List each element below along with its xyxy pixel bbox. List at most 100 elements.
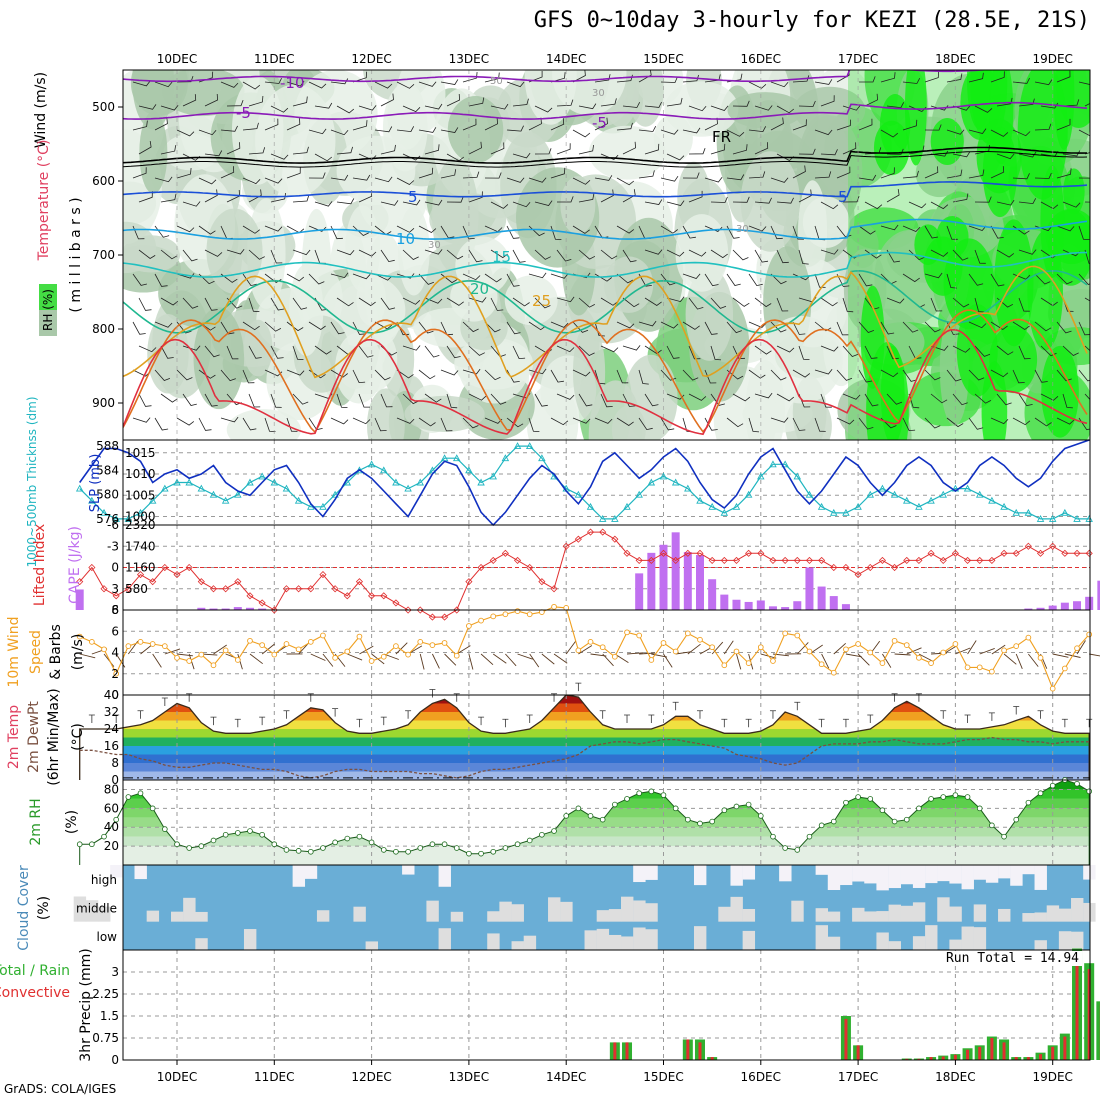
cape-bar (829, 596, 838, 610)
pressure-tick-label: 900 (92, 396, 115, 410)
wind-barb (308, 128, 327, 135)
wind-barb (732, 144, 748, 155)
wind-barb (902, 273, 920, 283)
wind-barb (946, 273, 957, 289)
wind-barb (726, 369, 744, 380)
rh-band (123, 780, 1090, 790)
wind-barb (506, 81, 525, 88)
rh-shading (366, 388, 405, 440)
day-label-bottom: 14DEC (546, 1070, 586, 1084)
wind-barb (622, 345, 641, 351)
thickness-point (258, 472, 266, 480)
slp-tick-label: 1015 (125, 446, 156, 460)
rh-shading (396, 70, 446, 133)
thickness-point (136, 508, 145, 516)
wind-barb (1034, 123, 1052, 131)
label-dewpt2m: 2m DewPt (26, 701, 42, 773)
wind-barb (710, 345, 722, 361)
wind-barb (506, 177, 525, 183)
wind-barb (996, 345, 1014, 356)
precip-conv-bar (978, 1046, 982, 1060)
wind-barb (154, 369, 171, 381)
thickness-point (538, 454, 546, 462)
wind-barb (1078, 81, 1090, 85)
wind-barb (358, 393, 370, 408)
cloud-level-label-high: high (91, 873, 117, 887)
temp-minmax-bar (672, 701, 679, 711)
precip-conv-bar (844, 1018, 848, 1060)
rh-band (123, 836, 1090, 847)
label-cloud: Cloud Cover (16, 865, 32, 951)
wind-speed-point (709, 644, 716, 651)
li-point (355, 578, 364, 586)
label-temp2m: 2m Temp (6, 705, 22, 769)
wind-barb (152, 653, 162, 668)
wind-barb (1012, 321, 1030, 330)
wind-barb (1056, 273, 1073, 285)
wind-barb (132, 167, 147, 179)
thickness-point (319, 502, 327, 510)
wind-barb (975, 441, 992, 446)
wind-barb (974, 105, 993, 113)
li-point (769, 556, 777, 564)
wind-barb (908, 201, 927, 209)
cloud-cell (621, 896, 634, 922)
wind-barb (660, 76, 678, 83)
day-label-top: 15DEC (643, 52, 683, 66)
wind-barb (132, 417, 151, 423)
wind-barb (248, 147, 266, 155)
wind-barb (292, 345, 304, 360)
label-cape: CAPE (J/kg) (67, 526, 83, 604)
cloud-cell (1022, 913, 1035, 922)
precip-conv-bar (990, 1038, 994, 1060)
isotherm-15 (123, 251, 1087, 278)
wind-barb (1052, 653, 1069, 658)
wind-barb (704, 369, 717, 384)
wind-speed-point (137, 639, 144, 645)
wind-barb (226, 99, 244, 107)
rh-band (123, 808, 1090, 818)
thickness-point (598, 514, 607, 522)
wind-barb (336, 198, 355, 205)
wind-barb (380, 249, 395, 263)
wind-barb (286, 417, 298, 432)
cloud-cell (596, 910, 610, 922)
wind-barb (182, 94, 197, 107)
li-point (708, 556, 716, 564)
li-point (76, 578, 84, 586)
wind-speed-point (587, 639, 594, 645)
wind-barb (842, 297, 854, 313)
li-point (124, 585, 132, 593)
wind-barb (858, 174, 877, 181)
wind-barb (924, 225, 939, 239)
wind-barb (952, 151, 971, 158)
wind-barb (594, 117, 608, 131)
rh-point (636, 790, 642, 797)
wind-barb (248, 393, 261, 408)
wind-barb (138, 141, 152, 155)
wind-speed-point (672, 648, 679, 655)
cloud-cell (243, 929, 257, 950)
wind-barb (440, 417, 453, 432)
cape-bar (781, 607, 790, 610)
cloud-cell (608, 909, 622, 922)
wind-barb (380, 93, 394, 107)
precip-conv-bar (1039, 1054, 1043, 1060)
rh-point (891, 818, 898, 825)
wind-barb (506, 273, 520, 287)
wind-barb (687, 643, 701, 655)
wind-barb (512, 297, 530, 307)
wind-barb (462, 171, 480, 179)
wind-barb (688, 249, 707, 257)
wind-barb (996, 249, 1015, 258)
li-point (538, 578, 546, 586)
wind-barb (902, 119, 918, 131)
cloud-cell (487, 933, 500, 950)
thickness-point (161, 484, 169, 492)
wind-barb (534, 393, 548, 407)
thickness-point (611, 514, 619, 522)
rh-point (368, 839, 375, 846)
wind-barb (248, 189, 262, 203)
cloud-cell (353, 906, 366, 922)
wind-barb (626, 652, 644, 655)
